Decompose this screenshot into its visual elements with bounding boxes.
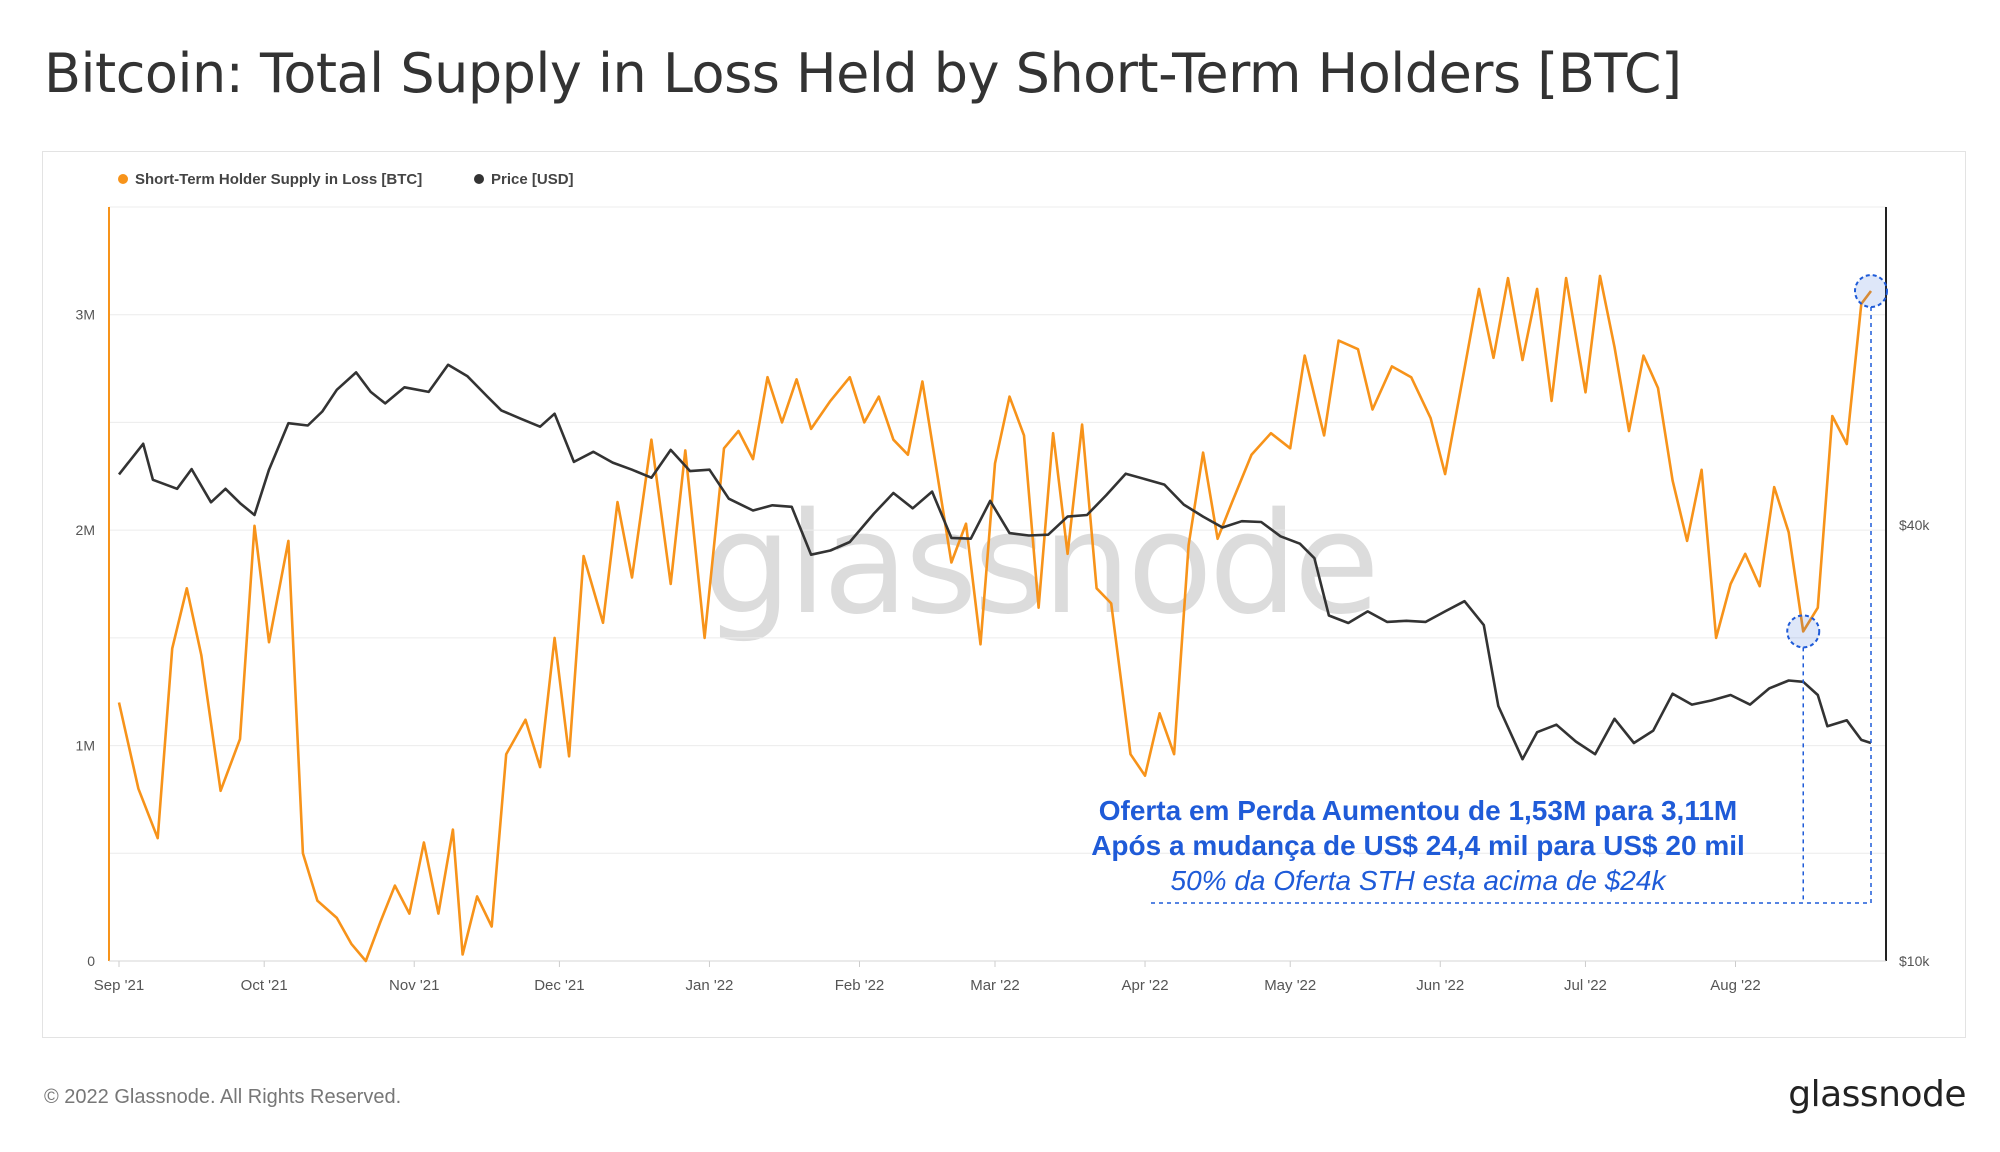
x-tick-label: Jul '22	[1564, 977, 1607, 994]
x-tick-label: Oct '21	[241, 977, 288, 994]
legend-price-marker	[474, 174, 484, 184]
series-lines	[117, 274, 1873, 963]
x-tick-label: Apr '22	[1122, 977, 1169, 994]
y-left-tick-label: 2M	[76, 522, 95, 538]
x-tick-label: May '22	[1264, 977, 1316, 994]
legend-supply-label[interactable]: Short-Term Holder Supply in Loss [BTC]	[135, 171, 422, 188]
chart-panel: Short-Term Holder Supply in Loss [BTC] P…	[42, 151, 1966, 1038]
annotation-circle-low	[1786, 614, 1821, 649]
grid-lines	[109, 206, 1886, 962]
supply-in-loss-line	[117, 274, 1873, 963]
axes	[108, 207, 1887, 967]
chart-svg: Short-Term Holder Supply in Loss [BTC] P…	[76, 171, 1931, 994]
footer-logo[interactable]: glassnode	[1788, 1074, 1966, 1115]
annotation-markers	[1151, 274, 1888, 904]
annotation-line-1: Oferta em Perda Aumentou de 1,53M para 3…	[1099, 795, 1738, 826]
annotation-circle-high	[1854, 274, 1888, 309]
watermark: glassnode	[703, 483, 1376, 646]
footer-copyright: © 2022 Glassnode. All Rights Reserved.	[44, 1086, 402, 1108]
x-tick-label: Aug '22	[1710, 977, 1760, 994]
annotation-line-3: 50% da Oferta STH esta acima de $24k	[1171, 865, 1668, 896]
y-left-tick-label: 0	[87, 953, 95, 969]
tick-labels: 0 1M 2M 3M $10k $40k Sep '21 Oct '21 Nov '21 Dec …	[76, 307, 1931, 994]
x-tick-label: Mar '22	[970, 977, 1020, 994]
y-right-tick-label: $40k	[1899, 517, 1930, 533]
x-tick-label: Dec '21	[534, 977, 584, 994]
legend[interactable]: Short-Term Holder Supply in Loss [BTC] P…	[118, 171, 574, 188]
legend-price-label[interactable]: Price [USD]	[491, 171, 574, 188]
legend-supply-marker	[118, 174, 128, 184]
x-tick-label: Jan '22	[685, 977, 733, 994]
annotation-line-2: Após a mudança de US$ 24,4 mil para US$ …	[1091, 830, 1745, 861]
y-left-tick-label: 1M	[76, 738, 95, 754]
x-tick-label: Sep '21	[94, 977, 144, 994]
x-tick-label: Feb '22	[835, 977, 885, 994]
y-left-tick-label: 3M	[76, 307, 95, 323]
price-line	[117, 363, 1872, 761]
x-tick-label: Nov '21	[389, 977, 439, 994]
x-tick-label: Jun '22	[1416, 977, 1464, 994]
page-title: Bitcoin: Total Supply in Loss Held by Sh…	[44, 42, 1682, 105]
y-right-tick-label: $10k	[1899, 953, 1930, 969]
